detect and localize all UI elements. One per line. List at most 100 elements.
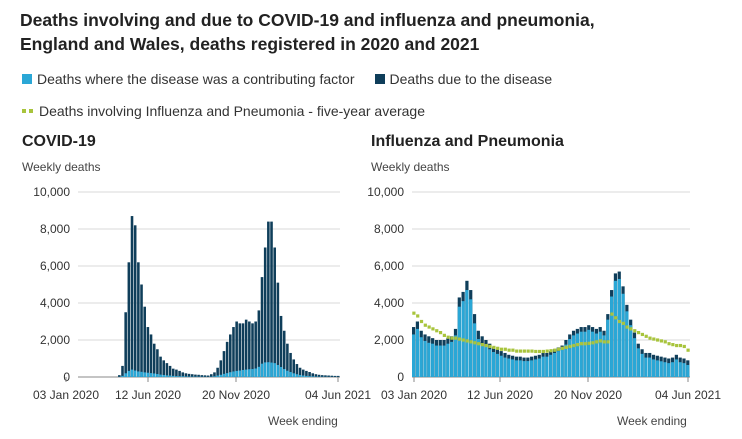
bar-due-covid [260,277,264,377]
average-point-flu [438,331,443,335]
bar-contributing-flu [442,345,446,377]
bar-contributing-flu [564,344,568,377]
bar-contributing-covid [235,370,238,377]
bar-contributing-flu [434,345,439,377]
bar-contributing-covid [257,366,261,377]
legend-swatch-contributing [22,74,32,84]
bar-due-covid [219,360,223,377]
average-point-flu [541,349,545,354]
bar-contributing-flu [457,306,461,377]
bar-contributing-covid [130,369,134,377]
bar-due-covid [257,310,261,377]
bar-due-covid [311,373,315,377]
bar-contributing-flu [514,360,519,377]
average-point-flu [564,345,568,349]
average-point-flu [598,339,603,343]
bar-due-covid [165,363,169,377]
legend-label-due: Deaths due to the disease [389,71,553,87]
x-tick-label-covid: 12 Jun 2020 [115,388,181,402]
bar-due-covid [276,282,280,377]
average-point-flu [461,338,466,342]
bar-contributing-covid [216,375,219,377]
bar-due-covid [194,374,197,377]
bar-due-covid [251,323,254,377]
average-point-flu [686,348,690,352]
bar-contributing-covid [305,375,308,377]
bar-contributing-covid [165,375,169,377]
average-point-flu [507,348,511,352]
bar-contributing-flu [549,354,553,377]
average-point-flu [518,349,523,353]
bar-contributing-covid [273,363,276,377]
average-point-flu [442,333,446,337]
bar-contributing-flu [518,360,522,377]
average-point-flu [534,349,538,354]
bar-due-covid [118,375,121,377]
bar-due-covid [187,373,191,377]
bar-due-covid [130,216,134,377]
bar-due-covid [178,370,181,377]
bar-due-covid [146,327,150,377]
average-point-flu [431,327,435,331]
average-point-flu [678,343,683,348]
bar-contributing-flu [629,325,633,377]
bar-due-covid [327,375,330,377]
bar-contributing-covid [282,369,286,377]
bar-contributing-covid [213,376,216,377]
average-point-flu [583,342,587,346]
average-point-flu [549,349,553,353]
average-point-flu [416,314,420,318]
bar-due-covid [225,341,229,377]
bar-contributing-flu [602,335,606,377]
bar-contributing-covid [121,375,124,377]
bar-due-covid [156,349,159,377]
bar-due-covid [282,330,286,377]
bar-contributing-flu [431,343,435,377]
bar-contributing-covid [260,363,264,377]
chart-title: Deaths involving and due to COVID-19 and… [20,8,720,56]
bar-due-covid [279,315,283,377]
average-point-flu [446,335,450,339]
bar-contributing-covid [301,375,305,377]
bar-contributing-covid [244,369,248,377]
average-point-flu [503,347,507,351]
bar-due-covid [206,375,210,377]
bar-due-covid [152,343,156,377]
xlabel-covid: Week ending [268,414,338,428]
average-point-flu [606,340,610,344]
bar-contributing-covid [254,368,257,377]
bar-contributing-flu [415,328,420,377]
bar-contributing-flu [480,343,484,377]
legend-label-average: Deaths involving Influenza and Pneumonia… [39,103,426,119]
average-point-flu [488,344,492,349]
x-tick-label-covid: 04 Jun 2021 [305,388,371,402]
bar-due-covid [175,369,178,377]
average-point-flu [511,348,515,352]
average-point-flu [450,336,454,340]
average-point-flu [640,332,644,337]
average-point-flu [526,349,530,353]
bar-contributing-covid [248,369,251,377]
average-point-flu [560,346,565,350]
bar-due-covid [203,375,207,377]
bar-contributing-flu [476,339,480,377]
bar-due-covid [159,356,162,377]
bar-contributing-flu [571,335,576,377]
bar-due-covid [295,364,299,377]
bar-contributing-flu [560,349,564,377]
average-point-flu [553,348,557,352]
average-point-flu [423,323,427,327]
y-tick-label-flu: 8,000 [374,222,404,236]
bar-contributing-flu [419,337,423,377]
average-point-flu [682,344,686,349]
bar-contributing-flu [446,343,450,377]
bar-contributing-covid [146,372,150,377]
bar-contributing-covid [181,376,185,377]
bar-contributing-covid [168,375,172,377]
bar-due-covid [254,321,257,377]
x-tick-label-flu: 12 Jun 2020 [467,388,533,402]
average-point-flu [579,342,584,346]
average-point-flu [492,345,496,349]
y-tick-label-flu: 6,000 [374,259,404,273]
